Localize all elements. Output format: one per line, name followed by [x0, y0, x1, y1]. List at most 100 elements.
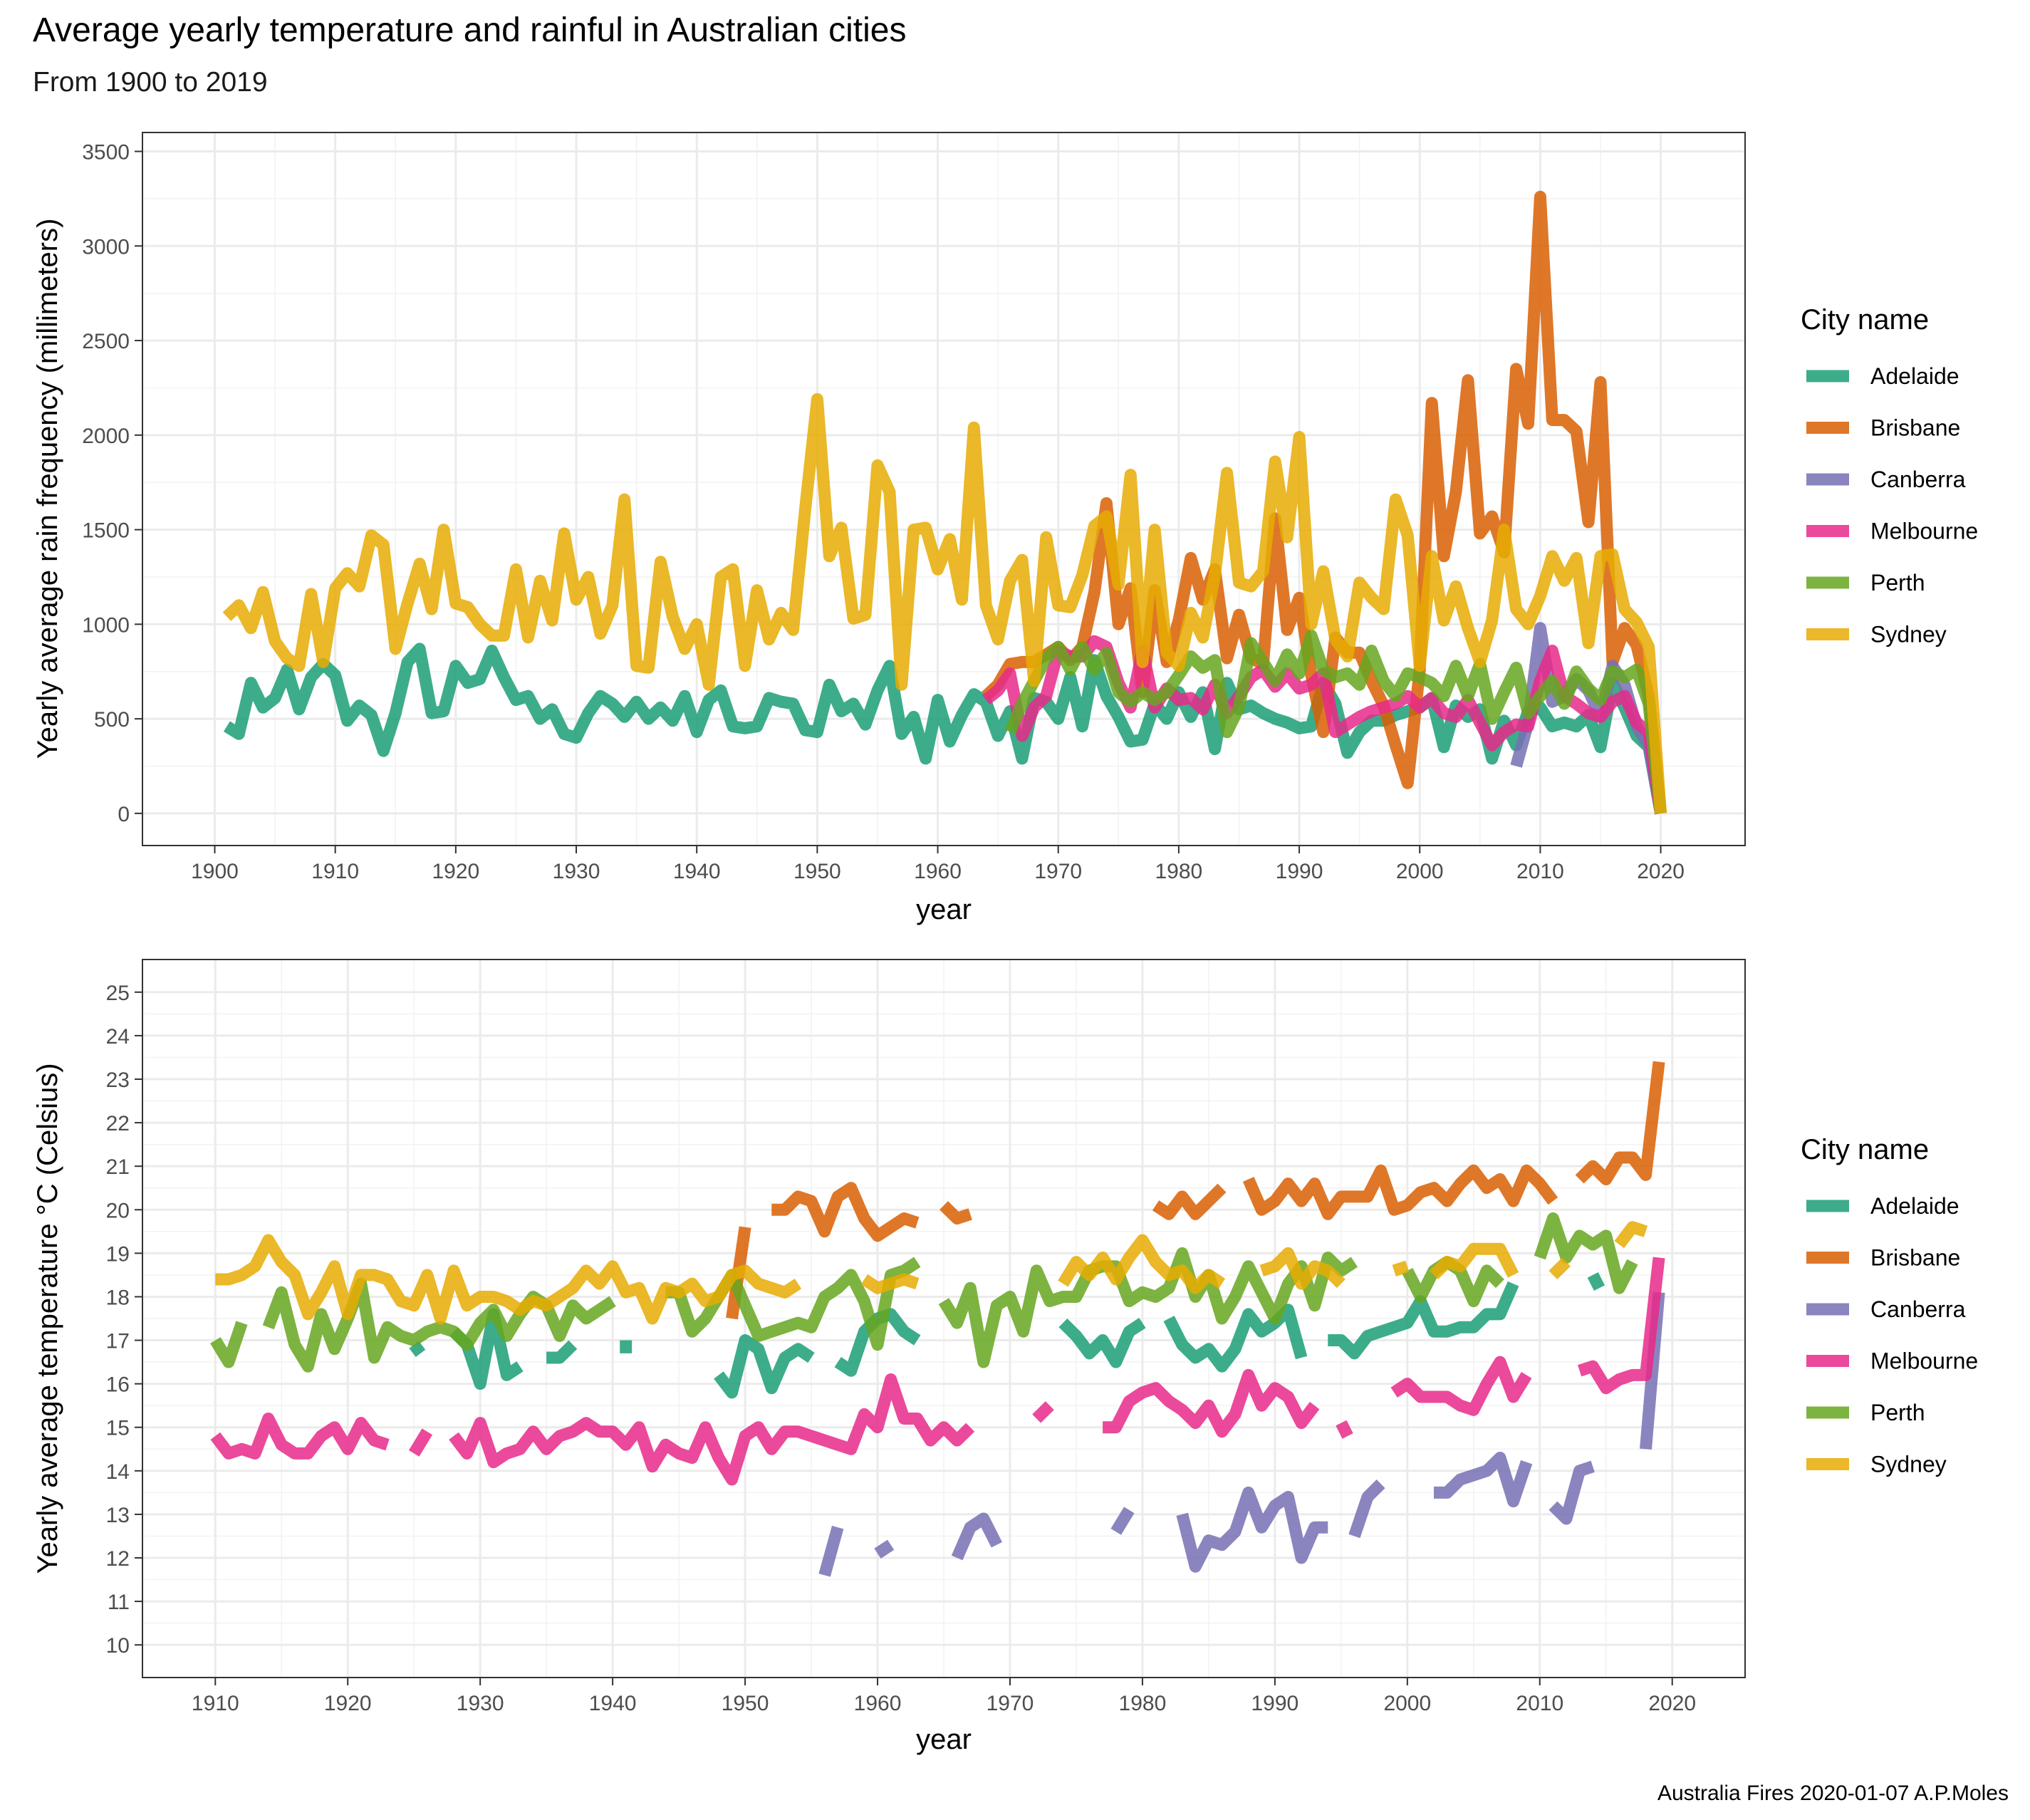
figure-subtitle: From 1900 to 2019	[33, 67, 268, 98]
x-tick-label: 1970	[1034, 860, 1082, 883]
y-tick-label: 2000	[82, 425, 130, 448]
series-line-sydney	[860, 1273, 920, 1294]
series-line-canberra	[874, 1539, 895, 1559]
series-line-sydney	[1392, 1260, 1410, 1276]
legend-item-canberra: Canberra	[1806, 1296, 1966, 1322]
y-tick-label: 17	[106, 1330, 130, 1353]
y-tick-label: 1500	[82, 519, 130, 543]
series-line-melbourne	[449, 1373, 975, 1486]
series-line-brisbane	[1242, 1164, 1558, 1220]
y-tick-label: 12	[106, 1547, 130, 1571]
series-line-brisbane	[939, 1201, 972, 1224]
x-tick-label: 2020	[1648, 1692, 1696, 1715]
legend-title: City name	[1801, 304, 1929, 336]
series-line-adelaide	[1587, 1272, 1605, 1291]
temperature-y-axis-title: Yearly average temperature °C (Celsius)	[32, 1063, 63, 1574]
temperature-series-lines	[210, 1061, 1665, 1577]
legend-item-melbourne: Melbourne	[1806, 519, 1978, 544]
rainfall-plot-border	[142, 132, 1746, 846]
series-line-perth	[262, 1277, 616, 1373]
x-tick-label: 1920	[432, 860, 479, 883]
x-tick-label: 1960	[854, 1692, 902, 1715]
temperature-plot-border	[142, 959, 1746, 1678]
series-sydney	[222, 392, 1667, 814]
x-tick-label: 1970	[987, 1692, 1034, 1715]
y-tick-label: 0	[118, 803, 130, 826]
x-tick-label: 1910	[311, 860, 359, 883]
x-tick-label: 1940	[589, 1692, 637, 1715]
x-tick-label: 1950	[722, 1692, 769, 1715]
series-line-canberra	[1548, 1460, 1595, 1525]
rainfall-series-lines	[222, 190, 1667, 815]
legend-title: City name	[1801, 1134, 1929, 1165]
series-line-canberra	[1110, 1507, 1135, 1535]
temperature-y-axis: 10 11 12 13 14 15 16 17 18 19 20 21 22 23 24 25	[106, 982, 142, 1658]
x-tick-label: 1900	[191, 860, 239, 883]
series-line-sydney	[1548, 1257, 1571, 1279]
y-tick-label: 24	[106, 1025, 130, 1049]
temperature-x-axis-title: year	[916, 1724, 972, 1755]
y-tick-label: 15	[106, 1417, 130, 1440]
y-tick-label: 20	[106, 1199, 130, 1222]
x-tick-label: 1940	[673, 860, 721, 883]
legend-item-sydney: Sydney	[1806, 1452, 1947, 1477]
legend-item-melbourne: Melbourne	[1806, 1348, 1978, 1374]
series-line-canberra	[1434, 1452, 1533, 1508]
series-line-canberra	[1348, 1480, 1385, 1539]
series-line-melbourne	[1390, 1356, 1532, 1416]
series-line-adelaide	[1058, 1317, 1146, 1368]
x-tick-label: 1920	[324, 1692, 372, 1715]
rainfall-legend: City name Adelaide Brisbane Canberra Melbour…	[1801, 304, 1978, 648]
series-line-adelaide	[546, 1340, 578, 1364]
series-line-brisbane	[982, 190, 1667, 814]
series-line-adelaide	[714, 1334, 815, 1399]
series-line-melbourne	[1336, 1420, 1353, 1439]
x-tick-label: 1910	[192, 1692, 239, 1715]
legend-label: Canberra	[1870, 1296, 1966, 1322]
series-line-brisbane	[1575, 1061, 1665, 1185]
rainfall-x-axis: 1900 1910 1920 1930 1940 1950 1960 1970 1980 1990…	[191, 846, 1685, 883]
x-tick-label: 2010	[1516, 860, 1564, 883]
y-tick-label: 14	[106, 1460, 130, 1484]
y-tick-label: 16	[106, 1373, 130, 1397]
figure-title: Average yearly temperature and rainful i…	[33, 11, 906, 49]
series-line-canberra	[951, 1512, 1002, 1561]
series-line-perth	[1004, 629, 1667, 814]
y-tick-label: 21	[106, 1155, 130, 1179]
x-tick-label: 1980	[1119, 1692, 1167, 1715]
x-tick-label: 1930	[553, 860, 600, 883]
y-tick-label: 25	[106, 982, 130, 1005]
x-tick-label: 1980	[1155, 860, 1203, 883]
legend-item-brisbane: Brisbane	[1806, 415, 1960, 441]
legend-label: Melbourne	[1870, 1348, 1978, 1374]
series-perth	[210, 1212, 1638, 1373]
x-tick-label: 1990	[1276, 860, 1323, 883]
series-line-sydney	[1259, 1247, 1345, 1290]
series-canberra	[818, 1291, 1665, 1577]
legend-item-brisbane: Brisbane	[1806, 1245, 1960, 1271]
legend-label: Perth	[1870, 570, 1925, 596]
temperature-legend: City name Adelaide Brisbane Canberra Melbour…	[1801, 1134, 1978, 1477]
temperature-x-axis: 1910 1920 1930 1940 1950 1960 1970 1980 1990 2000…	[192, 1678, 1696, 1715]
x-tick-label: 1950	[793, 860, 841, 883]
y-tick-label: 11	[108, 1591, 130, 1614]
x-tick-label: 2010	[1516, 1692, 1563, 1715]
y-tick-label: 23	[106, 1068, 130, 1092]
legend-item-canberra: Canberra	[1806, 467, 1966, 492]
y-tick-label: 2500	[82, 330, 130, 353]
legend-item-perth: Perth	[1806, 570, 1925, 596]
series-line-canberra	[1176, 1486, 1328, 1573]
x-tick-label: 1960	[914, 860, 962, 883]
legend-label: Canberra	[1870, 467, 1966, 492]
series-line-sydney	[222, 392, 1667, 814]
series-line-melbourne	[1032, 1401, 1054, 1423]
legend-label: Adelaide	[1870, 363, 1959, 389]
figure-caption: Australia Fires 2020-01-07 A.P.Moles	[1657, 1782, 2009, 1805]
temperature-panel: 1910 1920 1930 1940 1950 1960 1970 1980 1990 2000…	[32, 959, 1978, 1755]
y-tick-label: 18	[106, 1286, 130, 1309]
series-line-perth	[665, 1257, 921, 1351]
legend-label: Sydney	[1870, 1452, 1947, 1477]
series-line-sydney	[1058, 1234, 1226, 1294]
